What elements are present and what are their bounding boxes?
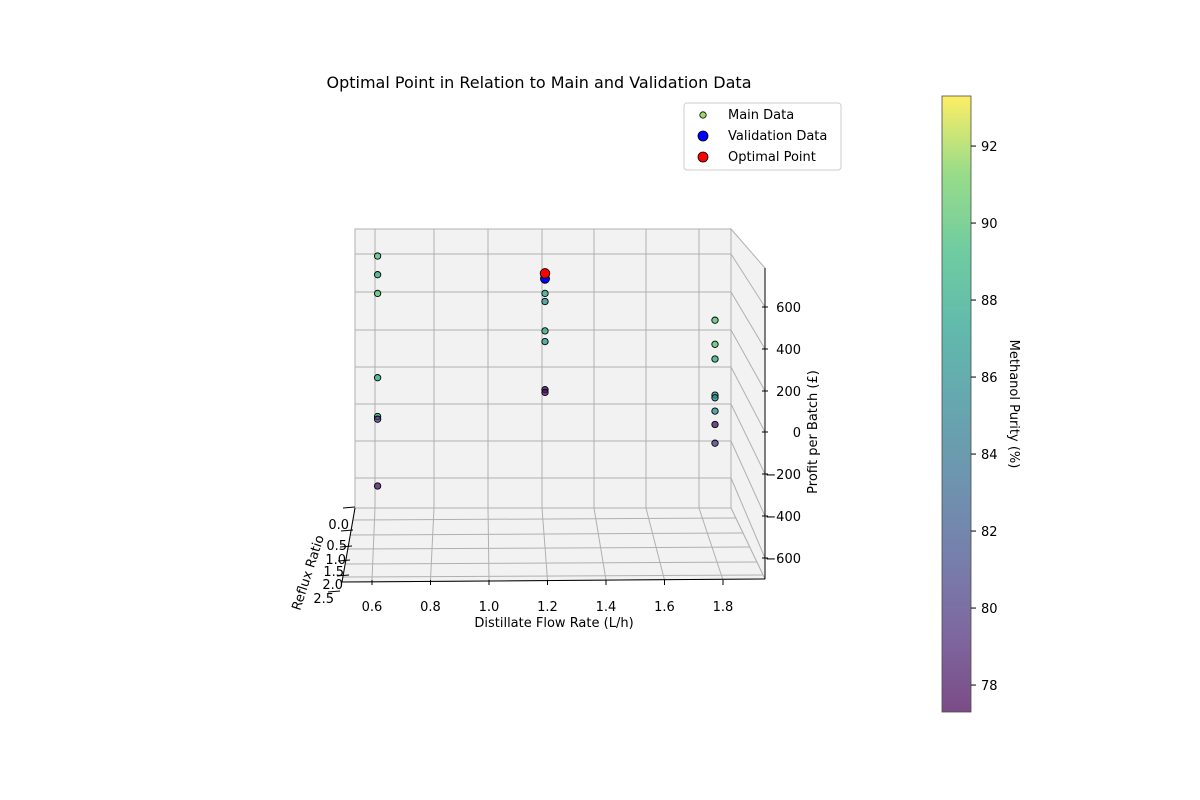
y-floor-grid-line xyxy=(352,517,737,521)
main-data-point xyxy=(373,271,382,279)
y-tick-label: 0.5 xyxy=(326,539,347,554)
main-data-point xyxy=(373,252,382,260)
y-tick-label: 0.0 xyxy=(328,518,349,533)
colorbar-tick-label: 78 xyxy=(981,679,998,694)
z-side-grid-line xyxy=(730,440,766,517)
x-tick-label: 1.2 xyxy=(537,600,558,615)
legend-box xyxy=(683,102,842,171)
x-tick-label: 1.8 xyxy=(713,600,734,615)
main-data-point xyxy=(541,327,549,335)
main-data-point xyxy=(541,337,549,346)
y-axis-line xyxy=(341,507,356,583)
x-tick-label: 1.4 xyxy=(596,600,617,615)
x-tick-label: 1.6 xyxy=(654,600,675,615)
z-side-grid-line xyxy=(730,477,766,559)
z-side-grid-line xyxy=(730,253,766,308)
x-floor-grid-line xyxy=(645,507,665,581)
main-data-point xyxy=(541,297,549,306)
colorbar-tick-label: 86 xyxy=(981,371,998,386)
y-tick-mark xyxy=(339,545,353,548)
main-data-point xyxy=(373,482,382,490)
main-data-point xyxy=(711,340,719,348)
colorbar-tick-label: 90 xyxy=(981,217,998,232)
optimal-point xyxy=(539,268,551,279)
z-tick-label: −400 xyxy=(765,510,801,525)
x-floor-grid-line xyxy=(541,507,548,581)
y-floor-grid-line xyxy=(342,574,763,578)
legend-label-validation: Validation Data xyxy=(728,129,827,144)
legend-marker-main xyxy=(699,111,707,119)
z-axis-label: Profit per Batch (£) xyxy=(806,370,821,494)
main-data-point xyxy=(711,407,719,415)
colorbar-label: Methanol Purity (%) xyxy=(1006,340,1021,469)
x-axis-line xyxy=(341,578,766,583)
y-floor-grid-line xyxy=(345,561,757,565)
y-tick-label: 2.5 xyxy=(313,592,334,607)
main-data-point xyxy=(373,289,382,298)
y-ticks: 0.00.51.01.52.02.5 xyxy=(313,506,356,607)
main-data-point xyxy=(711,394,719,402)
x-floor-grid-line xyxy=(487,507,490,581)
main-data-point xyxy=(711,439,719,447)
main-data-point xyxy=(711,355,719,363)
x-tick-label: 0.6 xyxy=(362,600,383,615)
colorbar-tick-label: 82 xyxy=(981,525,998,540)
z-side-grid-line xyxy=(730,291,766,350)
legend: Main Data Validation Data Optimal Point xyxy=(683,102,842,171)
main-data-point xyxy=(711,420,719,429)
colorbar-tick-label: 84 xyxy=(981,448,998,463)
z-tick-label: −600 xyxy=(765,552,801,567)
main-data-point xyxy=(541,388,549,397)
x-floor-grid-line xyxy=(593,507,607,581)
y-tick-label: 2.0 xyxy=(322,578,343,593)
z-side-grid-line xyxy=(730,366,766,433)
y-floor-grid-line xyxy=(350,532,744,536)
chart-title: Optimal Point in Relation to Main and Va… xyxy=(326,73,751,92)
main-data-point xyxy=(541,289,549,298)
y-tick-mark xyxy=(327,590,341,593)
z-tick-label: 400 xyxy=(776,343,801,358)
z-tick-label: −200 xyxy=(765,468,801,483)
z-tick-label: 600 xyxy=(776,301,801,316)
legend-label-optimal: Optimal Point xyxy=(728,150,816,165)
z-ticks: −600 −400 −200 0 200 400 600 xyxy=(762,301,801,567)
data-points xyxy=(373,252,719,490)
y-tick-mark xyxy=(336,574,350,577)
y-tick-mark xyxy=(337,559,351,562)
legend-marker-optimal xyxy=(697,151,709,163)
legend-marker-validation xyxy=(697,130,709,142)
colorbar-tick-label: 92 xyxy=(981,140,998,155)
colorbar-tick-label: 80 xyxy=(981,602,998,617)
colorbar-ticks: 78 80 82 84 86 88 90 92 xyxy=(971,140,998,694)
main-data-point xyxy=(373,415,382,423)
y-floor-grid-line xyxy=(347,546,750,550)
x-tick-label: 0.8 xyxy=(420,600,441,615)
z-side-grid-line xyxy=(730,329,766,392)
legend-label-main: Main Data xyxy=(728,108,794,123)
z-side-grid-line xyxy=(730,403,766,475)
y-tick-mark xyxy=(340,529,354,532)
z-tick-label: 0 xyxy=(793,426,801,441)
main-data-point xyxy=(711,316,719,324)
main-data-point xyxy=(373,374,382,382)
colorbar-tick-label: 88 xyxy=(981,294,998,309)
x-floor-grid-line xyxy=(698,507,724,581)
colorbar-gradient xyxy=(941,95,972,713)
z-tick-label: 200 xyxy=(776,385,801,400)
x-axis-label: Distillate Flow Rate (L/h) xyxy=(474,616,633,631)
x-tick-label: 1.0 xyxy=(479,600,500,615)
y-tick-mark xyxy=(342,506,356,509)
y-tick-label: 1.0 xyxy=(325,553,346,568)
colorbar: 78 80 82 84 86 88 90 92 Methanol Purity (%) xyxy=(941,95,1021,713)
x-ticks: 0.6 0.8 1.0 1.2 1.4 1.6 1.8 xyxy=(362,580,734,615)
